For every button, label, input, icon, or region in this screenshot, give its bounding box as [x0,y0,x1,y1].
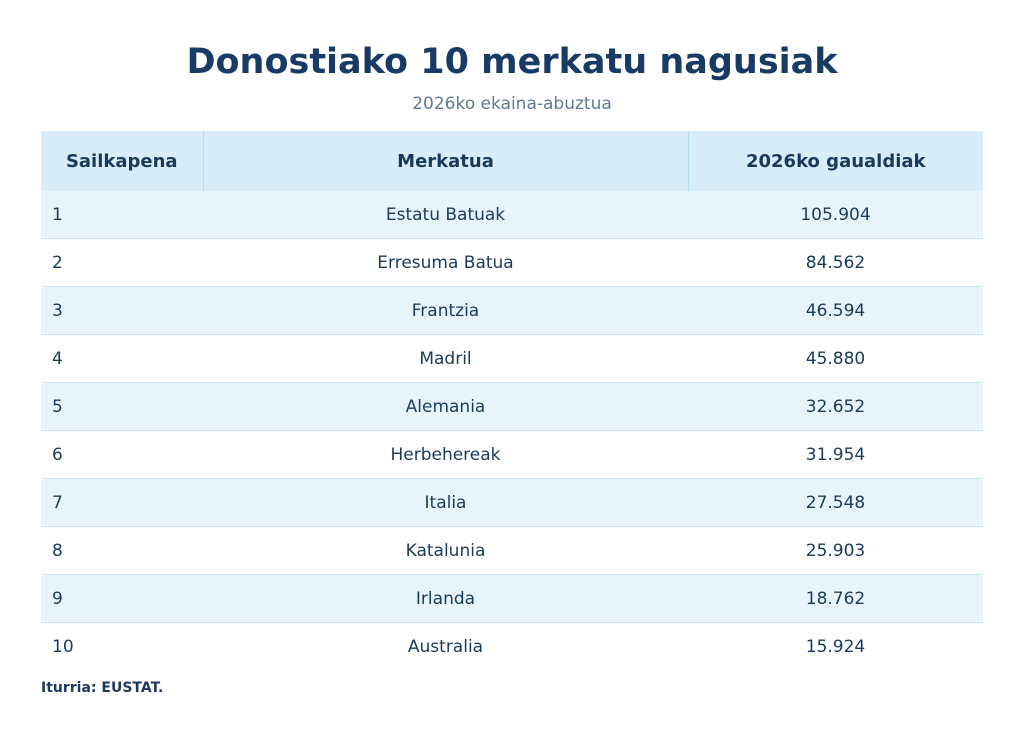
rank-cell: 7 [41,478,203,527]
market-cell: Herbehereak [203,430,688,479]
table-row: 9 Irlanda 18.762 [41,574,983,623]
table-header-row: Sailkapena Merkatua 2026ko gaualdiak [41,131,983,191]
column-header-nights: 2026ko gaualdiak [688,131,983,191]
column-header-rank: Sailkapena [41,131,204,191]
nights-cell: 31.954 [688,430,983,479]
nights-cell: 46.594 [688,286,983,335]
chart-subtitle: 2026ko ekaina-abuztua [412,94,612,114]
nights-cell: 25.903 [688,526,983,575]
nights-cell: 45.880 [688,334,983,383]
table-row: 8 Katalunia 25.903 [41,526,983,575]
rank-cell: 4 [41,334,203,383]
rank-cell: 9 [41,574,203,623]
market-cell: Estatu Batuak [203,191,688,239]
rank-cell: 2 [41,238,203,287]
nights-cell: 105.904 [688,191,983,239]
table-row: 4 Madril 45.880 [41,334,983,383]
market-cell: Madril [203,334,688,383]
nights-cell: 32.652 [688,382,983,431]
table-row: 3 Frantzia 46.594 [41,286,983,335]
table-row: 1 Estatu Batuak 105.904 [41,191,983,239]
rank-cell: 1 [41,191,203,239]
table-body: 1 Estatu Batuak 105.904 2 Erresuma Batua 84.5… [41,191,983,670]
nights-cell: 27.548 [688,478,983,527]
table-row: 2 Erresuma Batua 84.562 [41,238,983,287]
nights-cell: 84.562 [688,238,983,287]
table-row: 5 Alemania 32.652 [41,382,983,431]
rank-cell: 10 [41,622,203,670]
rank-cell: 6 [41,430,203,479]
source-note: Iturria: EUSTAT. [41,680,164,696]
market-cell: Frantzia [203,286,688,335]
nights-cell: 18.762 [688,574,983,623]
rank-cell: 8 [41,526,203,575]
market-cell: Katalunia [203,526,688,575]
chart-title: Donostiako 10 merkatu nagusiak [186,42,838,82]
market-cell: Irlanda [203,574,688,623]
markets-table: Sailkapena Merkatua 2026ko gaualdiak 1 Es… [41,131,983,670]
table-row: 7 Italia 27.548 [41,478,983,527]
table-row: 10 Australia 15.924 [41,622,983,670]
column-header-market: Merkatua [203,131,689,191]
market-cell: Italia [203,478,688,527]
market-cell: Alemania [203,382,688,431]
table-row: 6 Herbehereak 31.954 [41,430,983,479]
rank-cell: 3 [41,286,203,335]
rank-cell: 5 [41,382,203,431]
market-cell: Australia [203,622,688,670]
market-cell: Erresuma Batua [203,238,688,287]
nights-cell: 15.924 [688,622,983,670]
